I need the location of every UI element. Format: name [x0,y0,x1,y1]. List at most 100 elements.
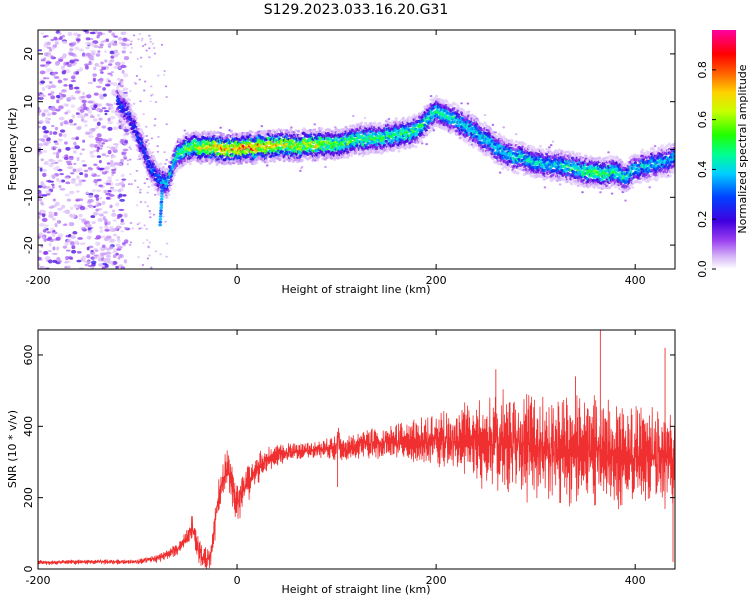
spectrogram-cell [67,162,73,166]
spectrogram-cell [65,256,69,261]
spectrogram-cell [122,87,129,91]
spectrogram-cell [38,154,41,157]
spectrogram-cell [38,192,43,196]
spectrogram-cell [558,178,562,182]
spectrogram-cell [94,204,100,207]
spectrogram-cell [288,128,293,132]
spectrogram-cell [581,178,586,182]
spectrogram-cell [82,103,86,107]
spectrogram-cell [52,259,58,263]
spectrogram-cell [40,32,45,35]
spectrogram-cell [352,137,356,141]
spectrogram-cell [131,227,134,230]
spectrogram-cell [165,242,169,245]
spectrogram-cell [101,153,107,157]
spectrogram-cell [265,160,269,164]
spectrogram-cell [120,230,125,233]
spectrogram-cell [47,93,52,96]
spectrogram-cell [64,266,68,269]
spectrogram-cell [95,189,102,193]
spectrogram-cell [272,140,275,144]
spectrogram-cell [466,102,470,105]
spectrogram-cell [516,171,520,175]
spectrogram-cell [407,115,411,119]
spectrogram-cell [300,158,304,162]
spectrogram-cell [43,109,49,113]
spectrogram-cell [51,111,57,116]
spectrogram-cell [81,255,87,258]
spectrogram-cell [414,145,418,149]
spectrogram-cell [119,221,125,226]
spectrogram-cell [51,183,55,186]
spectrogram-cell [137,124,141,128]
spectrogram-cell [85,37,91,41]
spectrogram-cell [91,260,97,265]
spectrogram-cell [78,213,83,218]
spectrogram-cell [120,79,124,82]
spectrogram-cell [79,242,86,245]
spectrogram-cell [105,196,110,200]
spectrogram-cell [159,162,163,166]
spectrogram-cell [42,35,47,38]
spectrogram-cell [51,184,55,189]
spectrogram-cell [153,47,156,50]
spectrogram-cell [156,145,159,148]
spectrogram-cell [107,81,114,85]
spectrogram-cell [73,204,78,208]
spectrogram-cell [523,142,527,146]
spectrogram-cell [378,122,382,126]
spectrogram-cell [67,256,73,260]
spectrogram-cell [588,184,592,188]
spectrogram-cell [470,113,474,117]
spectrogram-cell [46,231,51,234]
spectrogram-cell [110,146,116,151]
spectrogram-cell [47,117,51,121]
spectrogram-cell [349,153,354,157]
spectrogram-cell [92,73,97,77]
spectrogram-cell [113,162,119,166]
spectrogram-cell [62,54,67,59]
spectrogram-cell [114,61,121,66]
spectrogram-cell [84,263,89,267]
spectrogram-cell [161,165,165,169]
spectrogram-cell [272,159,276,163]
spectrogram-cell [40,203,45,206]
spectrogram-cell [104,228,110,232]
spectrogram-cell [71,178,77,181]
spectrogram-cell [101,171,108,175]
spectrogram-cell [103,211,109,214]
spectrogram-cell [84,124,88,127]
spectrogram-cell [548,146,551,149]
spectrogram-cell [39,249,42,254]
spectrogram-cell [184,161,188,165]
spectrogram-cell [502,135,506,139]
spectrogram-cell [465,140,469,144]
spectrogram-cell [81,218,86,223]
spectrogram-cell [75,38,81,42]
spectrogram-cell [135,75,139,78]
spectrogram-cell [110,71,114,74]
spectrogram-cell [46,41,51,46]
spectrogram-cell [115,243,121,247]
spectrogram-cell [82,164,87,167]
spectrogram-cell [569,154,573,158]
spectrogram-cell [123,157,127,160]
spectrogram-cell [467,110,471,114]
spectrogram-cell [79,205,86,211]
spectrogram-cell [374,122,378,126]
spectrogram-cell [151,151,154,154]
spectrogram-cell [461,109,465,113]
spectrogram-cell [38,232,43,237]
spectrogram-cell [103,93,107,97]
spectrogram-cell [89,154,96,158]
spectrogram-cell [108,80,111,83]
spectrogram-cell [123,73,129,78]
spectrogram-cell [63,261,69,264]
spectrogram-cell [55,108,61,112]
spectrogram-cell [44,119,50,124]
spectrogram-cell [45,68,52,71]
spectrogram-cell [145,49,148,52]
spectrogram-cell [76,190,80,193]
spectrogram-cell [97,137,104,142]
